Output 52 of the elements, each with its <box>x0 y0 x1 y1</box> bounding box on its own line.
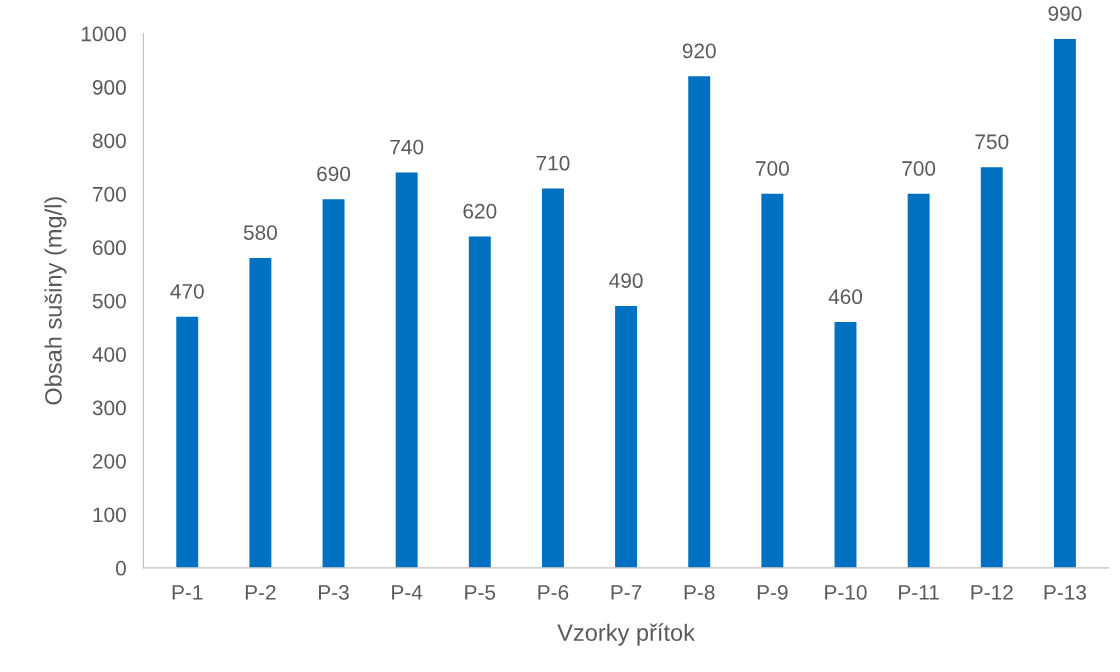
x-tick-label: P-9 <box>757 585 788 600</box>
x-tick-label: P-11 <box>899 585 939 600</box>
data-label: 490 <box>609 273 643 289</box>
x-tick-label: P-10 <box>825 585 867 600</box>
bar <box>980 167 1003 568</box>
data-label: 460 <box>828 289 863 305</box>
data-label: 700 <box>756 161 789 176</box>
data-label: 690 <box>317 166 351 182</box>
bar <box>834 322 857 568</box>
y-tick-label: 600 <box>93 240 126 256</box>
bar <box>1053 38 1076 568</box>
y-tick-label: 900 <box>92 80 126 95</box>
data-label: 750 <box>975 134 1009 150</box>
bar <box>322 199 345 568</box>
x-tick-label: P-4 <box>392 585 423 600</box>
y-tick-label: 0 <box>115 560 126 576</box>
data-label: 740 <box>390 139 424 155</box>
y-axis-title: Obsah sušiny (mg/l) <box>44 197 67 405</box>
bar <box>249 257 272 568</box>
x-tick-label: P-3 <box>319 585 349 600</box>
data-label: 620 <box>463 203 497 219</box>
x-tick-label: P-6 <box>538 585 569 600</box>
y-tick-label: 500 <box>92 293 126 309</box>
x-tick-label: P-13 <box>1044 585 1086 600</box>
y-tick-label: 400 <box>92 347 126 362</box>
data-label: 710 <box>536 155 570 171</box>
y-tick-label: 300 <box>92 400 126 416</box>
bar <box>395 172 418 568</box>
bar <box>688 76 711 568</box>
data-label: 920 <box>682 43 716 59</box>
bar <box>761 193 784 568</box>
y-tick-label: 700 <box>93 186 126 202</box>
data-label: 470 <box>170 283 204 299</box>
x-tick-label: P-7 <box>611 585 642 600</box>
x-tick-label: P-2 <box>245 585 276 600</box>
x-tick-label: P-8 <box>684 585 715 600</box>
y-tick-label: 1000 <box>81 26 126 42</box>
y-tick-label: 200 <box>92 453 126 469</box>
data-label: 990 <box>1048 6 1082 21</box>
bar <box>907 193 930 568</box>
x-axis-title: Vzorky přítok <box>557 623 695 646</box>
x-tick-label: P-1 <box>172 585 203 600</box>
bar <box>176 316 199 568</box>
y-tick-label: 800 <box>92 133 126 149</box>
data-label: 700 <box>902 161 936 176</box>
x-tick-label: P-12 <box>971 585 1013 600</box>
x-tick-label: P-5 <box>465 585 496 600</box>
bar <box>541 188 564 568</box>
bar <box>615 306 638 568</box>
bar <box>468 236 491 568</box>
data-label: 580 <box>243 225 277 240</box>
y-tick-label: 100 <box>93 507 126 523</box>
